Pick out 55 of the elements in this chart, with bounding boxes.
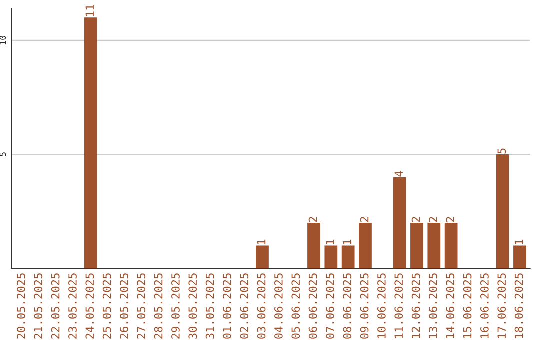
x-tick-label: 24.05.2025 (86, 274, 94, 339)
bar (324, 246, 338, 269)
x-tick-label: 21.05.2025 (34, 274, 43, 339)
bar (359, 222, 372, 269)
x-tick-label: 01.06.2025 (223, 274, 232, 339)
x-tick-label: 12.06.2025 (412, 274, 420, 338)
x-tick-label: 18.06.2025 (514, 274, 524, 338)
x-tick-label: 03.06.2025 (257, 274, 266, 339)
x-tick-label: 31.05.2025 (206, 274, 214, 339)
bar (342, 246, 355, 269)
x-tick-label: 08.06.2025 (343, 274, 352, 339)
x-tick-label: 22.05.2025 (51, 274, 60, 339)
x-tick-label: 27.05.2025 (137, 274, 146, 339)
bar (444, 222, 458, 269)
x-tick-label: 20.05.2025 (17, 274, 26, 339)
bar (410, 222, 424, 269)
data-label: 2 (308, 217, 318, 222)
data-label: 1 (257, 240, 266, 244)
x-tick-label: 07.06.2025 (326, 274, 334, 339)
data-label: 2 (412, 217, 420, 222)
y-tick-label: 10 (0, 36, 6, 44)
x-tick-label: 16.06.2025 (480, 274, 489, 338)
bar (308, 222, 320, 269)
x-tick-label: 23.05.2025 (68, 274, 77, 339)
data-label: 1 (343, 240, 352, 244)
x-tick-label: 30.05.2025 (188, 274, 198, 339)
data-label: 4 (394, 171, 403, 177)
x-tick-label: 25.05.2025 (102, 274, 112, 339)
x-tick-label: 29.05.2025 (172, 274, 180, 339)
bar (496, 154, 510, 269)
x-tick-label: 11.06.2025 (394, 274, 404, 338)
x-tick-label: 26.05.2025 (120, 274, 128, 339)
x-tick-label: 04.06.2025 (274, 274, 283, 339)
bar (393, 177, 406, 269)
x-tick-label: 02.06.2025 (240, 274, 249, 339)
data-label: 1 (514, 240, 524, 244)
data-label: 2 (429, 217, 438, 222)
data-label: 11 (86, 5, 94, 16)
x-tick-label: 10.06.2025 (378, 274, 386, 338)
x-tick-label: 15.06.2025 (463, 274, 472, 338)
bar (84, 18, 98, 269)
x-tick-label: 13.06.2025 (429, 274, 438, 338)
data-label: 2 (360, 217, 369, 222)
bar (514, 246, 526, 269)
x-tick-label: 14.06.2025 (446, 274, 455, 338)
bar (428, 222, 441, 269)
data-label: 2 (446, 217, 454, 222)
x-tick-label: 05.06.2025 (292, 274, 300, 339)
x-tick-label: 09.06.2025 (360, 274, 369, 339)
bar (256, 246, 269, 269)
x-tick-label: 17.06.2025 (498, 274, 506, 338)
data-label: 1 (326, 240, 334, 244)
x-tick-label: 28.05.2025 (154, 274, 163, 339)
data-label: 5 (498, 148, 506, 154)
x-tick-label: 06.06.2025 (308, 274, 318, 339)
